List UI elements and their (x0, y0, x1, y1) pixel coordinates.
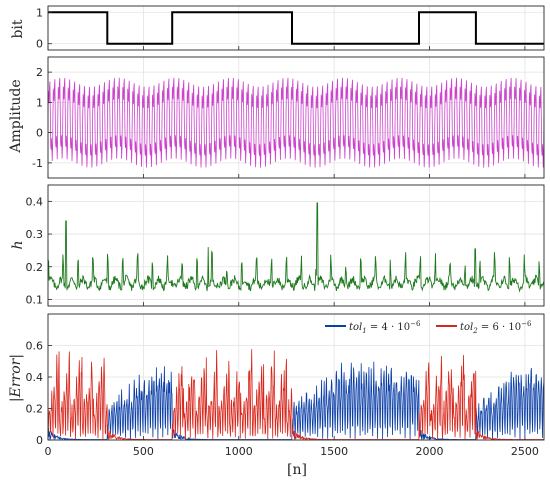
xlabel: [n] (287, 462, 307, 478)
plot-area (48, 11, 544, 45)
axes-frame (47, 56, 545, 179)
ylabel-amplitude: Amplitude (8, 79, 24, 153)
xtick-label: 1000 (225, 445, 253, 458)
legend: tol1 = 4 · 10−6 tol2 = 6 · 10−6 (325, 320, 532, 335)
series-amplitude (48, 77, 544, 168)
ytick-label: 0 (36, 434, 43, 447)
axes-error: 0 0.2 0.4 0.6 0 500 1000 1500 2000 2500 (26, 313, 545, 458)
legend-tol1-eq: = 4 · 10 (367, 322, 410, 333)
ytick-label: -1 (32, 157, 43, 170)
axes-bit: 01 (36, 5, 545, 51)
plot-area (48, 349, 544, 440)
legend-tol1-sub: 1 (362, 327, 366, 335)
series-error-tol2 (48, 349, 544, 440)
axes-h: 0.1 0.2 0.3 0.4 (26, 184, 545, 307)
xtick-label: 500 (133, 445, 154, 458)
ytick-label: 0.2 (26, 403, 44, 416)
series-h (48, 202, 544, 293)
series-bit (48, 11, 544, 45)
plot-area (48, 77, 544, 168)
axes-frame (47, 184, 545, 307)
legend-label-tol1: tol1 = 4 · 10−6 (349, 320, 421, 335)
legend-tol2-text: tol (460, 322, 473, 333)
ytick-label: 1 (36, 96, 43, 109)
ylabel-h: h (10, 240, 26, 249)
plot-area (48, 202, 544, 293)
ytick-label: 0 (36, 38, 43, 51)
legend-tol1-exp: −6 (410, 320, 421, 328)
ytick-label: 0.6 (26, 340, 44, 353)
ytick-label: 0.4 (26, 195, 44, 208)
xtick-label: 1500 (320, 445, 348, 458)
axes-frame (47, 5, 545, 51)
ytick-label: 0.1 (26, 293, 44, 306)
legend-tol2-eq: = 6 · 10 (478, 322, 521, 333)
xtick-label: 2500 (511, 445, 539, 458)
ylabel-bit: bit (10, 19, 26, 38)
xtick-label: 0 (45, 445, 52, 458)
ytick-label: 2 (36, 66, 43, 79)
ytick-label: 1 (36, 6, 43, 19)
ytick-label: 0.2 (26, 261, 44, 274)
axes-amplitude: -1 0 1 2 (32, 56, 545, 179)
ytick-label: 0.4 (26, 371, 44, 384)
ytick-label: 0.3 (26, 228, 44, 241)
legend-tol1-text: tol (349, 322, 362, 333)
ytick-label: 0 (36, 127, 43, 140)
series-error-tol1 (48, 361, 544, 440)
xtick-label: 2000 (416, 445, 444, 458)
legend-tol2-sub: 2 (472, 327, 478, 335)
legend-tol2-exp: −6 (521, 320, 532, 328)
ylabel-error: |Error| (8, 354, 24, 402)
legend-label-tol2: tol2 = 6 · 10−6 (460, 320, 532, 335)
